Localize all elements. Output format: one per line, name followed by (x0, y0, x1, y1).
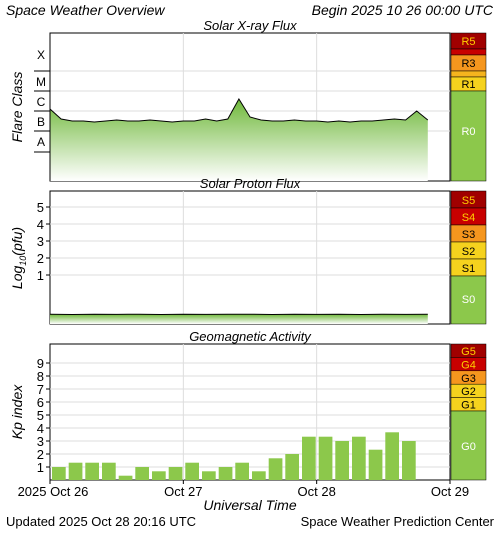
kp-bar (402, 441, 416, 480)
kp-scale-segment (450, 410, 487, 481)
xray-scale-label-r5: R5 (461, 36, 475, 48)
kp-plot-frame (49, 343, 451, 481)
kp-bar (135, 467, 149, 480)
x-axis-tick-label: Oct 27 (164, 484, 202, 499)
kp-tick-label: 1 (37, 460, 44, 475)
proton-panel: Solar Proton Flux 1 2 3 4 5 S5 S4 S3 S2 S1 S0 Log… (9, 176, 487, 325)
x-axis-tick-label: Oct 29 (431, 484, 469, 499)
xray-ylabel: Flare Class (9, 72, 25, 143)
kp-bar (268, 458, 283, 480)
kp-scale-label-g1: G1 (461, 400, 476, 412)
kp-bar (352, 436, 366, 480)
proton-scale-label-s3: S3 (462, 229, 475, 241)
kp-bar (118, 475, 133, 480)
proton-title: Solar Proton Flux (200, 176, 301, 191)
proton-scale-label-s5: S5 (462, 195, 475, 207)
proton-ylabel: Log10(pfu) (9, 227, 28, 289)
xray-scale-label-r0: R0 (461, 126, 475, 138)
proton-s-scale: S5 S4 S3 S2 S1 S0 (450, 190, 487, 325)
xray-class-label-m: M (36, 75, 46, 89)
proton-tick-label: 3 (37, 234, 44, 249)
kp-bar (218, 467, 233, 480)
kp-bar (185, 462, 199, 480)
x-axis-tick-label: 2025 Oct 26 (18, 484, 89, 499)
kp-bar (302, 436, 316, 480)
page-title: Space Weather Overview (6, 2, 165, 18)
kp-bar (368, 449, 383, 480)
proton-y-ticks: 1 2 3 4 5 (37, 200, 50, 283)
kp-scale-label-g4: G4 (461, 359, 476, 371)
kp-tick-label: 5 (37, 408, 44, 423)
proton-tick-label: 2 (37, 251, 44, 266)
proton-tick-label: 4 (37, 217, 44, 232)
kp-bar (285, 454, 299, 480)
kp-tick-label: 4 (37, 421, 44, 436)
kp-scale-label-g5: G5 (461, 346, 476, 358)
kp-bar (68, 462, 83, 480)
prediction-center: Space Weather Prediction Center (301, 514, 495, 529)
kp-bar (252, 471, 266, 480)
proton-scale-label-s4: S4 (462, 212, 475, 224)
xray-title: Solar X-ray Flux (203, 18, 297, 33)
xray-flux-line (49, 98, 429, 123)
proton-scale-label-s1: S1 (462, 263, 475, 275)
xray-class-label-b: B (37, 115, 45, 129)
xray-scale-segment (450, 70, 487, 78)
updated-time: Updated 2025 Oct 28 20:16 UTC (6, 514, 196, 529)
kp-tick-label: 3 (37, 434, 44, 449)
xray-scale-label-r1: R1 (461, 79, 475, 91)
kp-ylabel: Kp index (9, 384, 25, 439)
proton-tick-label: 1 (37, 268, 44, 283)
kp-tick-label: 6 (37, 395, 44, 410)
xray-class-label-a: A (37, 135, 45, 149)
kp-bars (52, 432, 416, 480)
kp-tick-label: 2 (37, 447, 44, 462)
proton-grid (50, 191, 450, 324)
kp-tick-label: 8 (37, 369, 44, 384)
kp-bar (168, 467, 183, 480)
x-axis-ticks: 2025 Oct 26 Oct 27 Oct 28 Oct 29 (18, 480, 469, 499)
kp-title: Geomagnetic Activity (189, 329, 312, 344)
kp-tick-label: 9 (37, 356, 44, 371)
kp-bar (335, 441, 349, 480)
kp-tick-label: 7 (37, 382, 44, 397)
x-axis-label: Universal Time (203, 497, 296, 513)
kp-bar (385, 432, 399, 480)
kp-bar (202, 471, 216, 480)
kp-bar (52, 467, 66, 480)
proton-scale-label-s2: S2 (462, 246, 475, 258)
proton-area-fill (50, 314, 428, 324)
xray-data-series (49, 98, 429, 181)
xray-area-fill (50, 99, 428, 181)
kp-grid (50, 344, 450, 480)
proton-scale-segment (450, 275, 487, 325)
xray-r-scale: R5 R3 R1 R0 (450, 32, 487, 182)
xray-class-label-c: C (37, 95, 46, 109)
begin-time: Begin 2025 10 26 00:00 UTC (312, 2, 494, 18)
kp-bar (235, 462, 249, 480)
kp-bar (102, 462, 116, 480)
x-axis-tick-label: Oct 28 (298, 484, 336, 499)
kp-bar (318, 436, 333, 480)
proton-data-series (49, 313, 428, 324)
proton-tick-label: 5 (37, 200, 44, 215)
xray-class-label-x: X (37, 48, 45, 62)
xray-scale-segment (450, 90, 487, 182)
proton-scale-label-s0: S0 (462, 294, 475, 306)
xray-scale-segment (450, 48, 487, 56)
kp-scale-label-g0: G0 (461, 441, 476, 453)
xray-scale-label-r3: R3 (461, 58, 475, 70)
kp-bar (85, 462, 99, 480)
kp-scale-label-g3: G3 (461, 373, 476, 385)
kp-bar (152, 471, 166, 480)
kp-scale-label-g2: G2 (461, 386, 476, 398)
